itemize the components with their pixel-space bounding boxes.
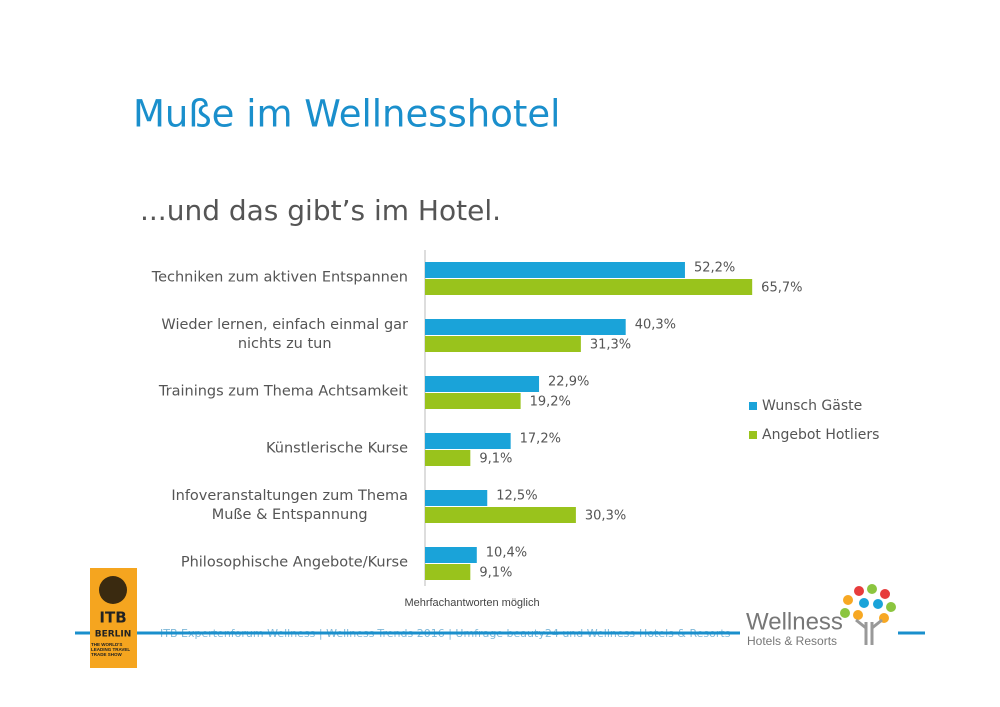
value-label: 9,1%: [479, 452, 512, 467]
legend-swatch: [749, 431, 757, 439]
value-label: 30,3%: [585, 509, 626, 524]
note: Mehrfachantworten möglich: [404, 597, 539, 609]
category-label: Künstlerische Kurse: [265, 440, 408, 457]
value-label: 22,9%: [548, 375, 589, 390]
itb-tagline: THE WORLD'S LEADING TRAVEL TRADE SHOW: [91, 642, 131, 657]
itb-globe: [99, 576, 127, 604]
category-label: Techniken zum aktiven Entspannen: [151, 269, 408, 286]
dot: [853, 610, 863, 620]
bar: [425, 507, 576, 523]
wellness-sub: Hotels & Resorts: [747, 634, 837, 648]
bar: [425, 279, 753, 295]
itb-city: BERLIN: [95, 630, 132, 640]
value-label: 19,2%: [530, 395, 571, 410]
bar: [425, 564, 471, 580]
value-label: 10,4%: [486, 546, 527, 561]
dot: [873, 599, 883, 609]
dot: [880, 589, 890, 599]
subtitle: ...und das gibt’s im Hotel.: [140, 194, 501, 227]
bar: [425, 319, 626, 335]
bar: [425, 450, 471, 466]
bar: [425, 490, 488, 506]
value-label: 31,3%: [590, 338, 631, 353]
value-label: 12,5%: [496, 489, 537, 504]
legend-label: Wunsch Gäste: [762, 398, 862, 414]
category-label: Trainings zum Thema Achtsamkeit: [158, 383, 408, 400]
category-label: Wieder lernen, einfach einmal gar nichts…: [161, 317, 408, 352]
bar: [425, 547, 477, 563]
wellness-name: Wellness: [746, 608, 843, 635]
legend-label: Angebot Hotliers: [762, 427, 879, 443]
dot: [867, 584, 877, 594]
category-label: Philosophische Angebote/Kurse: [180, 554, 408, 571]
itb-tagline-box: THE WORLD'S LEADING TRAVEL TRADE SHOW: [91, 642, 131, 657]
legend-swatch: [749, 402, 757, 410]
category-label: Infoveranstaltungen zum Thema Muße & Ent…: [171, 488, 408, 523]
itb-name: ITB: [99, 609, 126, 627]
value-label: 40,3%: [635, 318, 676, 333]
dot: [840, 608, 850, 618]
bar: [425, 376, 540, 392]
value-label: 9,1%: [479, 566, 512, 581]
value-label: 17,2%: [520, 432, 561, 447]
itb-logo: ITB BERLIN THE WORLD'S LEADING TRAVEL TR…: [90, 568, 137, 668]
bar: [425, 433, 511, 449]
title: Muße im Wellnesshotel: [133, 93, 560, 136]
bar: [425, 262, 685, 278]
value-label: 52,2%: [694, 261, 735, 276]
bar: [425, 393, 521, 409]
dot: [859, 598, 869, 608]
bar: [425, 336, 581, 352]
dot: [843, 595, 853, 605]
wellness-logo: Wellness Hotels & Resorts: [746, 584, 896, 648]
dot: [886, 602, 896, 612]
value-label: 65,7%: [761, 281, 802, 296]
dot: [854, 586, 864, 596]
tree-trunk: [855, 618, 883, 645]
